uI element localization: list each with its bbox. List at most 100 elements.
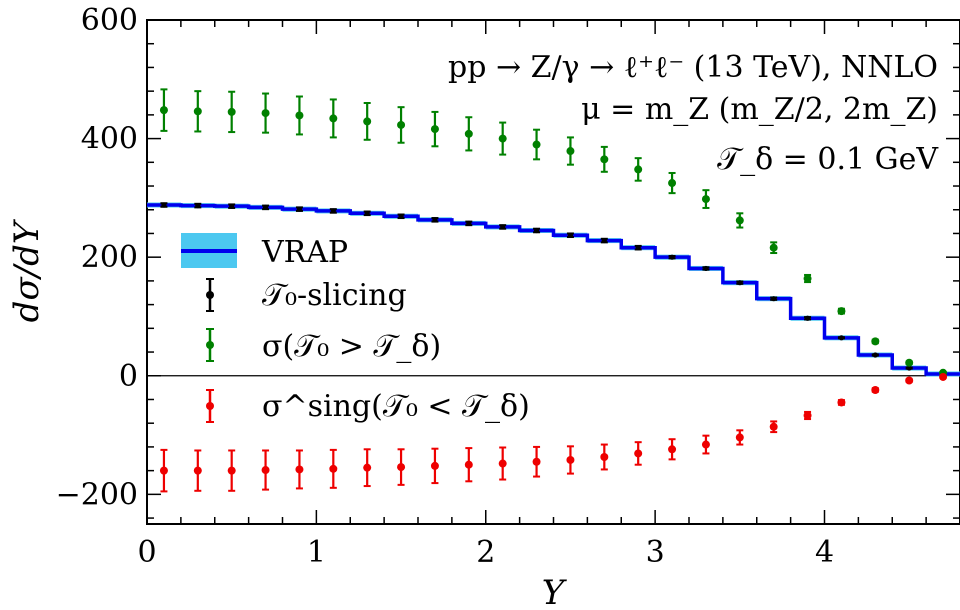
sing-point	[905, 376, 914, 385]
series-sing-points	[159, 372, 948, 493]
slicing-point	[364, 210, 370, 216]
slicing-point	[262, 204, 269, 210]
slicing-point	[330, 208, 336, 214]
x-tick-label: 3	[646, 535, 665, 570]
legend-above-marker	[206, 341, 214, 349]
annotations: pp → Z/γ → ℓ⁺ℓ⁻ (13 TeV), NNLO μ = m_Z (…	[448, 50, 939, 177]
slicing-point	[195, 202, 201, 209]
above-cut-point	[329, 114, 338, 123]
slicing-point	[669, 254, 675, 260]
slicing-point	[533, 227, 540, 234]
legend-vrap-label: VRAP	[261, 235, 348, 270]
sing-point	[329, 464, 338, 473]
legend-sing-label: σ^sing(𝒯₀ < 𝒯_δ)	[262, 389, 530, 424]
slicing-point	[398, 213, 404, 219]
slicing-point	[500, 224, 506, 230]
above-cut-point	[295, 111, 304, 120]
above-cut-point	[871, 337, 880, 346]
above-cut-point	[261, 109, 270, 118]
legend-sing-marker	[206, 402, 214, 410]
legend-above-label: σ(𝒯₀ > 𝒯_δ)	[262, 329, 441, 364]
annotation-process: pp → Z/γ → ℓ⁺ℓ⁻ (13 TeV), NNLO	[448, 50, 938, 85]
slicing-point	[804, 315, 811, 321]
y-tick-label: 400	[81, 122, 138, 157]
y-tick-label: −200	[56, 477, 138, 512]
slicing-point	[466, 220, 472, 226]
above-cut-point	[905, 358, 914, 367]
sing-point	[769, 422, 778, 431]
slicing-point	[601, 237, 607, 244]
y-axis-title: dσ/dY	[7, 218, 47, 322]
above-cut-point	[430, 125, 439, 134]
above-cut-point	[837, 307, 846, 316]
sing-point	[363, 463, 372, 472]
legend-slicing-label: 𝒯₀-slicing	[262, 278, 407, 313]
sing-point	[227, 466, 236, 475]
slicing-point	[703, 265, 709, 272]
x-axis-title: Y	[542, 573, 568, 610]
x-tick-label: 4	[815, 535, 834, 570]
above-cut-point	[701, 195, 710, 204]
above-cut-point	[803, 274, 812, 283]
sing-point	[634, 449, 643, 458]
sing-point	[261, 466, 270, 475]
above-cut-point	[193, 107, 202, 116]
x-tick-label: 2	[476, 535, 495, 570]
above-cut-point	[498, 134, 507, 143]
sing-point	[498, 459, 507, 468]
x-tick-labels: 0 1 2 3 4	[137, 535, 834, 570]
above-cut-point	[159, 106, 168, 115]
y-tick-label: 600	[81, 3, 138, 38]
slicing-point	[838, 335, 845, 341]
vrap-step-line	[147, 203, 960, 376]
above-cut-point	[668, 179, 677, 188]
above-cut-point	[227, 107, 236, 116]
sing-point	[701, 440, 710, 449]
x-tick-label: 1	[307, 535, 326, 570]
sing-point	[464, 460, 473, 469]
y-tick-label: 200	[81, 240, 138, 275]
legend-slicing-marker	[206, 291, 214, 299]
slicing-point	[567, 232, 574, 238]
sing-point	[295, 465, 304, 474]
above-cut-point	[532, 140, 541, 149]
sing-point	[193, 466, 202, 475]
above-cut-point	[566, 147, 575, 156]
above-cut-point	[363, 117, 372, 126]
slicing-point	[161, 202, 167, 208]
slicing-point	[635, 245, 641, 251]
slicing-point	[906, 365, 912, 371]
sing-point	[668, 445, 677, 454]
above-cut-point	[634, 165, 643, 174]
slicing-point	[229, 203, 235, 209]
annotation-scale: μ = m_Z (m_Z/2, 2m_Z)	[581, 92, 938, 127]
slicing-point	[872, 352, 878, 358]
sing-point	[735, 433, 744, 442]
chart-marks	[147, 88, 960, 493]
sing-point	[430, 461, 439, 470]
y-tick-label: 0	[119, 359, 138, 394]
sing-point	[532, 457, 541, 466]
sing-point	[803, 411, 812, 420]
sing-point	[397, 463, 406, 472]
sing-point	[159, 466, 168, 475]
sing-point	[871, 385, 880, 394]
sing-point	[837, 398, 846, 407]
y-tick-labels: 600 400 200 0 −200	[56, 3, 138, 512]
slicing-point	[296, 206, 303, 212]
x-tick-label: 0	[137, 535, 156, 570]
legend: VRAP 𝒯₀-slicing σ(𝒯₀ > 𝒯_δ) σ^sing(𝒯₀ < …	[181, 233, 530, 424]
slicing-point	[737, 280, 743, 286]
axis-ticks	[146, 19, 960, 524]
above-cut-point	[769, 243, 778, 252]
slicing-point	[771, 296, 777, 302]
slicing-point	[432, 217, 438, 223]
above-cut-point	[735, 216, 744, 225]
above-cut-point	[600, 155, 609, 164]
series-above-cut-points	[159, 88, 948, 377]
sing-point	[939, 372, 948, 381]
above-cut-point	[397, 120, 406, 129]
sing-point	[600, 452, 609, 461]
above-cut-point	[464, 129, 473, 138]
